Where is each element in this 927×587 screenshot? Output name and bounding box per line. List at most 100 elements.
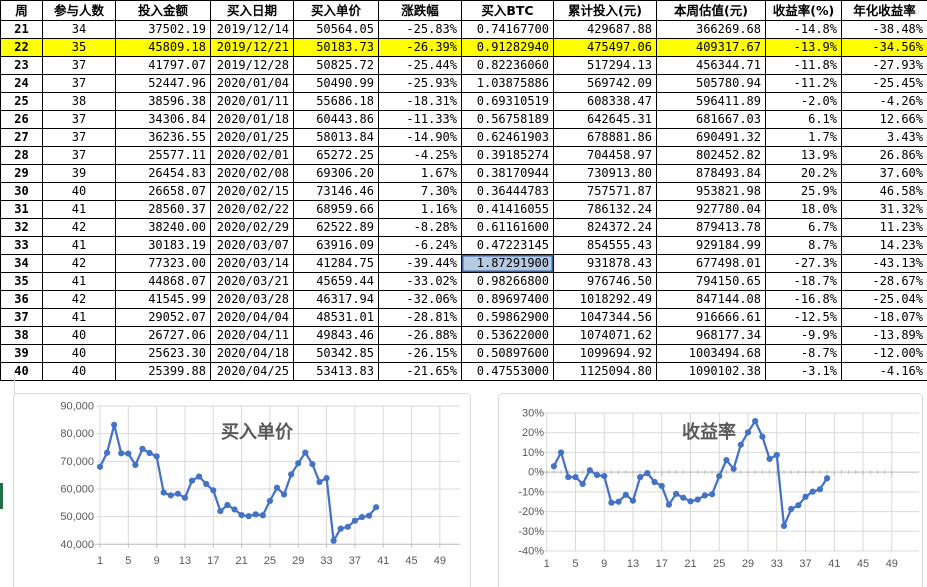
buy-price-chart[interactable]: 90,000 80,000 70,000 60,000 50,000 40,000 1 5 9 1…: [13, 393, 471, 587]
cell[interactable]: 40: [42, 326, 116, 345]
cell[interactable]: 26658.07: [115, 182, 211, 201]
cell[interactable]: 14.23%: [841, 236, 927, 255]
cell[interactable]: 53413.83: [293, 362, 379, 381]
cell[interactable]: 2020/02/08: [210, 164, 294, 183]
cell[interactable]: 45809.18: [115, 38, 211, 57]
cell[interactable]: 38: [0, 326, 43, 345]
cell[interactable]: 6.1%: [765, 110, 842, 129]
cell[interactable]: 854555.43: [553, 236, 657, 255]
cell[interactable]: 2020/01/18: [210, 110, 294, 129]
cell[interactable]: 0.82236060: [461, 56, 554, 75]
cell[interactable]: 0.50897600: [461, 344, 554, 363]
cell[interactable]: -13.9%: [765, 38, 842, 57]
cell[interactable]: 68959.66: [293, 200, 379, 219]
column-header[interactable]: 本周估值(元): [656, 0, 766, 21]
cell[interactable]: -11.2%: [765, 74, 842, 93]
cell[interactable]: 36236.55: [115, 128, 211, 147]
cell[interactable]: 569742.09: [553, 74, 657, 93]
cell[interactable]: 27: [0, 128, 43, 147]
cell[interactable]: 824372.24: [553, 218, 657, 237]
cell[interactable]: 1099694.92: [553, 344, 657, 363]
cell[interactable]: 73146.46: [293, 182, 379, 201]
cell[interactable]: 0.47223145: [461, 236, 554, 255]
cell[interactable]: 0.61161600: [461, 218, 554, 237]
cell[interactable]: 38596.38: [115, 92, 211, 111]
cell[interactable]: 642645.31: [553, 110, 657, 129]
cell[interactable]: 26454.83: [115, 164, 211, 183]
cell[interactable]: 46.58%: [841, 182, 927, 201]
cell[interactable]: -4.26%: [841, 92, 927, 111]
cell[interactable]: 26727.06: [115, 326, 211, 345]
column-header[interactable]: 累计投入(元): [553, 0, 657, 21]
cell[interactable]: 2020/01/11: [210, 92, 294, 111]
cell[interactable]: 65272.25: [293, 146, 379, 165]
return-rate-chart[interactable]: 30% 20% 10% 0% -10% -20% -30% -40% 1 5 9 13 17 21 25 29…: [498, 393, 923, 587]
cell[interactable]: 26.86%: [841, 146, 927, 165]
cell[interactable]: -27.3%: [765, 254, 842, 273]
cell[interactable]: 786132.24: [553, 200, 657, 219]
cell[interactable]: 879413.78: [656, 218, 766, 237]
cell[interactable]: 2019/12/14: [210, 20, 294, 39]
cell[interactable]: 28: [0, 146, 43, 165]
cell[interactable]: -3.1%: [765, 362, 842, 381]
cell[interactable]: 50564.05: [293, 20, 379, 39]
cell[interactable]: -25.45%: [841, 74, 927, 93]
cell[interactable]: 49843.46: [293, 326, 379, 345]
cell[interactable]: 20.2%: [765, 164, 842, 183]
cell[interactable]: 678881.86: [553, 128, 657, 147]
cell[interactable]: -28.67%: [841, 272, 927, 291]
cell[interactable]: 41545.99: [115, 290, 211, 309]
cell[interactable]: 58013.84: [293, 128, 379, 147]
cell[interactable]: 31.32%: [841, 200, 927, 219]
cell[interactable]: 505780.94: [656, 74, 766, 93]
cell[interactable]: 596411.89: [656, 92, 766, 111]
cell[interactable]: 730913.80: [553, 164, 657, 183]
cell[interactable]: 0.47553000: [461, 362, 554, 381]
cell[interactable]: -12.5%: [765, 308, 842, 327]
cell[interactable]: 30183.19: [115, 236, 211, 255]
cell[interactable]: 927780.04: [656, 200, 766, 219]
cell[interactable]: 0.59862900: [461, 308, 554, 327]
cell[interactable]: 45659.44: [293, 272, 379, 291]
cell[interactable]: 2020/02/29: [210, 218, 294, 237]
cell[interactable]: 0.38170944: [461, 164, 554, 183]
cell[interactable]: 25.9%: [765, 182, 842, 201]
cell[interactable]: 28560.37: [115, 200, 211, 219]
cell[interactable]: 0.36444783: [461, 182, 554, 201]
cell[interactable]: -25.83%: [378, 20, 462, 39]
cell[interactable]: 37: [42, 146, 116, 165]
cell[interactable]: 24: [0, 74, 43, 93]
cell[interactable]: 2020/03/07: [210, 236, 294, 255]
cell[interactable]: -2.0%: [765, 92, 842, 111]
cell[interactable]: 1.03875886: [461, 74, 554, 93]
cell[interactable]: 7.30%: [378, 182, 462, 201]
cell[interactable]: 847144.08: [656, 290, 766, 309]
cell[interactable]: 30: [0, 182, 43, 201]
cell[interactable]: 757571.87: [553, 182, 657, 201]
cell[interactable]: 475497.06: [553, 38, 657, 57]
cell[interactable]: 50490.99: [293, 74, 379, 93]
cell[interactable]: 517294.13: [553, 56, 657, 75]
cell[interactable]: 0.53622000: [461, 326, 554, 345]
cell[interactable]: 38: [42, 92, 116, 111]
cell[interactable]: 29052.07: [115, 308, 211, 327]
cell[interactable]: 18.0%: [765, 200, 842, 219]
cell[interactable]: 878493.84: [656, 164, 766, 183]
cell[interactable]: 2020/02/01: [210, 146, 294, 165]
cell[interactable]: 2020/02/15: [210, 182, 294, 201]
cell[interactable]: 44868.07: [115, 272, 211, 291]
cell[interactable]: 50825.72: [293, 56, 379, 75]
cell[interactable]: -9.9%: [765, 326, 842, 345]
cell[interactable]: -27.93%: [841, 56, 927, 75]
cell[interactable]: -21.65%: [378, 362, 462, 381]
column-header[interactable]: 买入BTC: [461, 0, 554, 21]
cell[interactable]: 1090102.38: [656, 362, 766, 381]
cell[interactable]: 931878.43: [553, 254, 657, 273]
cell[interactable]: 11.23%: [841, 218, 927, 237]
cell[interactable]: 22: [0, 38, 43, 57]
cell[interactable]: 1047344.56: [553, 308, 657, 327]
cell[interactable]: 42: [42, 290, 116, 309]
column-header[interactable]: 投入金额: [115, 0, 211, 21]
cell[interactable]: -8.7%: [765, 344, 842, 363]
cell[interactable]: -32.06%: [378, 290, 462, 309]
